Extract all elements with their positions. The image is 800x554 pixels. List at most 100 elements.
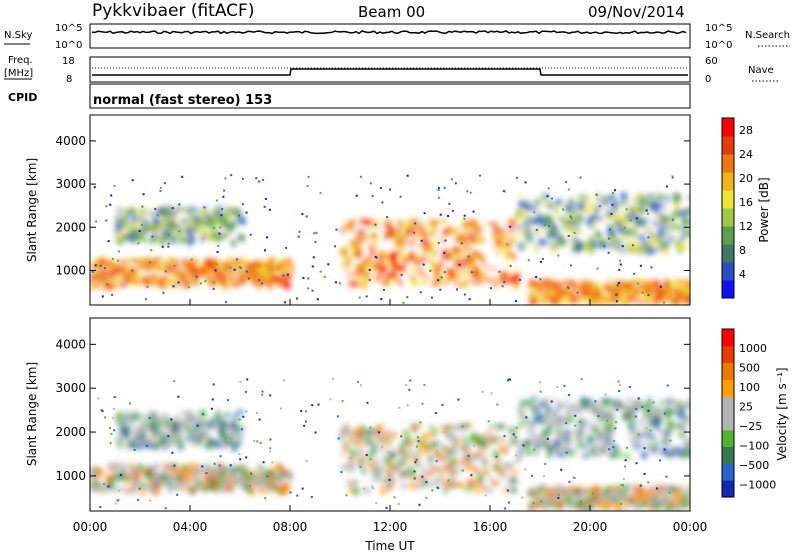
echo-cell <box>359 263 365 269</box>
echo-cell <box>470 474 473 477</box>
echo-cell <box>605 197 611 200</box>
echo-cell <box>186 230 189 238</box>
echo-cell <box>556 386 559 388</box>
echo-cell <box>612 446 615 449</box>
echo-cell <box>492 279 496 283</box>
echo-cell <box>587 490 592 493</box>
echo-cell <box>550 419 556 425</box>
echo-cell <box>99 470 104 475</box>
echo-cell <box>659 203 662 207</box>
echo-cell <box>386 473 392 477</box>
echo-cell <box>99 506 102 508</box>
echo-cell <box>408 254 414 261</box>
echo-cell <box>230 281 236 286</box>
nave-label: Nave <box>748 65 774 76</box>
echo-cell <box>357 380 359 383</box>
echo-cell <box>298 230 301 233</box>
echo-cell <box>261 262 266 268</box>
echo-cell <box>235 466 240 473</box>
echo-cell <box>558 506 563 510</box>
echo-cell <box>471 280 476 284</box>
echo-cell <box>258 469 263 473</box>
echo-cell <box>372 238 376 242</box>
echo-cell <box>186 280 193 284</box>
echo-cell <box>635 462 638 465</box>
echo-cell <box>606 494 612 500</box>
echo-cell <box>119 469 126 474</box>
echo-cell <box>191 462 195 469</box>
echo-cell <box>199 282 202 285</box>
colorbar-tick-label: 4 <box>739 268 746 281</box>
echo-cell <box>342 451 345 457</box>
echo-cell <box>132 489 138 493</box>
echo-cell <box>379 423 384 427</box>
echo-cell <box>634 484 639 492</box>
echo-cell <box>432 269 436 273</box>
echo-cell <box>239 380 242 383</box>
echo-cell <box>488 222 492 225</box>
echo-cell <box>366 401 369 404</box>
echo-cell <box>125 476 131 483</box>
echo-cell <box>540 299 547 304</box>
echo-cell <box>632 231 638 237</box>
echo-cell <box>141 233 146 238</box>
echo-cell <box>609 401 613 406</box>
echo-cell <box>374 465 380 473</box>
echo-cell <box>241 469 248 477</box>
echo-cell <box>224 483 228 490</box>
echo-cell <box>659 431 665 435</box>
echo-cell <box>223 189 226 192</box>
echo-cell <box>222 233 229 238</box>
echo-cell <box>286 273 289 276</box>
echo-cell <box>391 480 395 483</box>
echo-cell <box>578 194 583 200</box>
echo-cell <box>629 429 635 435</box>
echo-cell <box>519 411 524 418</box>
echo-cell <box>657 231 664 238</box>
echo-cell <box>641 287 645 293</box>
echo-cell <box>524 242 528 248</box>
echo-cell <box>515 426 518 429</box>
echo-cell <box>565 501 569 505</box>
echo-cell <box>178 488 182 492</box>
echo-cell <box>285 471 292 478</box>
echo-cell <box>157 478 164 483</box>
echo-cell <box>507 266 510 269</box>
echo-cell <box>122 236 126 240</box>
echo-cell <box>602 430 607 435</box>
echo-cell <box>556 202 560 208</box>
echo-cell <box>218 464 221 467</box>
echo-cell <box>163 474 169 481</box>
echo-cell <box>629 248 634 253</box>
echo-cell <box>607 438 612 443</box>
echo-cell <box>191 271 197 275</box>
echo-cell <box>455 481 461 487</box>
echo-cell <box>134 231 139 234</box>
echo-cell <box>132 465 135 470</box>
echo-cell <box>219 232 224 239</box>
echo-cell <box>256 269 259 275</box>
echo-cell <box>288 257 291 264</box>
echo-cell <box>340 433 343 441</box>
echo-cell <box>562 497 565 505</box>
echo-cell <box>609 194 615 200</box>
echo-cell <box>401 483 406 489</box>
echo-cell <box>664 489 668 493</box>
echo-cell <box>635 287 641 292</box>
echo-cell <box>138 427 145 433</box>
echo-cell <box>108 259 112 262</box>
echo-cell <box>654 444 659 451</box>
echo-cell <box>543 398 550 405</box>
echo-cell <box>527 259 530 262</box>
echo-cell <box>435 460 438 463</box>
echo-cell <box>181 175 184 178</box>
echo-cell <box>238 214 240 217</box>
echo-cell <box>604 505 608 511</box>
echo-cell <box>400 242 405 247</box>
echo-cell <box>173 269 176 276</box>
echo-cell <box>534 282 537 287</box>
echo-cell <box>213 281 216 284</box>
echo-cell <box>197 223 200 227</box>
echo-cell <box>191 488 197 492</box>
echo-cell <box>94 257 98 265</box>
